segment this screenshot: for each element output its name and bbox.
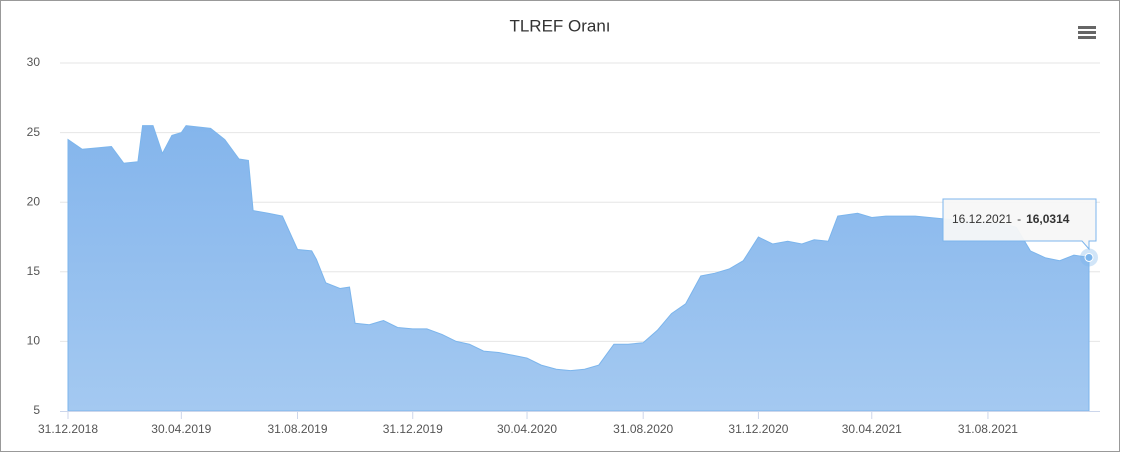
x-tick-label: 31.08.2019 [267, 422, 327, 436]
x-tick-label: 31.12.2018 [38, 422, 98, 436]
y-tick-label: 25 [27, 125, 41, 139]
menu-line[interactable] [1078, 31, 1096, 34]
tooltip-separator: - [1017, 212, 1021, 226]
x-tick-label: 30.04.2021 [842, 422, 902, 436]
x-tick-label: 31.08.2021 [958, 422, 1018, 436]
y-tick-label: 30 [27, 55, 41, 69]
y-tick-label: 15 [27, 264, 41, 278]
y-tick-label: 20 [27, 194, 41, 208]
x-tick-label: 30.04.2019 [151, 422, 211, 436]
y-tick-label: 5 [33, 403, 40, 417]
tooltip-text: 16.12.2021-16,0314 [952, 212, 1070, 226]
menu-line[interactable] [1078, 26, 1096, 29]
area [67, 125, 1090, 412]
tooltip: 16.12.2021-16,0314 [942, 198, 1097, 251]
x-tick-label: 31.08.2020 [613, 422, 673, 436]
menu-button[interactable] [1078, 26, 1096, 39]
y-tick-label: 10 [27, 334, 41, 348]
x-tick-label: 31.12.2020 [728, 422, 788, 436]
x-tick-label: 30.04.2020 [497, 422, 557, 436]
tooltip-value: 16,0314 [1026, 212, 1070, 226]
tooltip-box [942, 198, 1097, 251]
menu-line[interactable] [1078, 36, 1096, 39]
tooltip-date: 16.12.2021 [952, 212, 1012, 226]
hover-marker [1084, 252, 1094, 262]
x-tick-label: 31.12.2019 [383, 422, 443, 436]
chart-title: TLREF Oranı [509, 16, 610, 35]
